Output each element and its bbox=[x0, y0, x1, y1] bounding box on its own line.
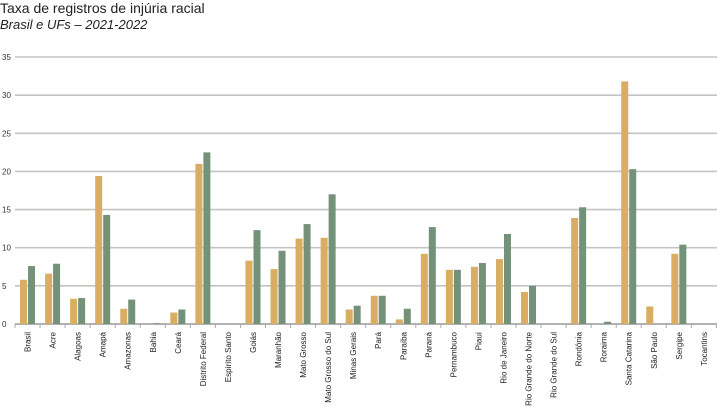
x-category-label: Amapá bbox=[99, 331, 108, 357]
bar-2021-11 bbox=[295, 238, 303, 324]
bar-2022-13 bbox=[353, 305, 361, 324]
x-category-label: Acre bbox=[49, 331, 58, 348]
bar-2021-10 bbox=[270, 269, 278, 324]
bar-2022-18 bbox=[478, 262, 486, 324]
x-category-label: Alagoas bbox=[74, 332, 83, 361]
x-category-label: Bahia bbox=[149, 331, 158, 352]
bar-2021-0 bbox=[20, 279, 28, 324]
x-category-label: Distrito Federal bbox=[199, 332, 208, 386]
y-tick-label: 5 bbox=[2, 282, 7, 291]
bar-2022-3 bbox=[103, 214, 111, 324]
x-category-label: Paraíba bbox=[399, 331, 408, 360]
x-category-label: Rondônia bbox=[575, 331, 584, 366]
bar-2022-1 bbox=[53, 263, 61, 324]
bar-2022-5 bbox=[153, 323, 161, 324]
bar-2021-16 bbox=[420, 253, 428, 324]
bar-2022-20 bbox=[529, 285, 537, 324]
bar-2022-22 bbox=[579, 207, 587, 324]
x-category-label: Ceará bbox=[174, 331, 183, 353]
bar-2021-12 bbox=[320, 237, 328, 324]
x-category-label: Pará bbox=[374, 331, 383, 348]
x-category-label: Goiás bbox=[249, 332, 258, 353]
bar-2022-23 bbox=[604, 321, 612, 324]
bar-2022-10 bbox=[278, 250, 286, 324]
x-category-label: Brasil bbox=[24, 332, 33, 352]
x-category-label: Santa Catarina bbox=[625, 331, 634, 385]
x-category-label: Pernambuco bbox=[449, 331, 458, 377]
y-tick-label: 35 bbox=[2, 53, 11, 62]
y-tick-label: 15 bbox=[2, 206, 11, 215]
bar-2021-19 bbox=[495, 259, 503, 324]
bar-2021-22 bbox=[571, 217, 579, 324]
bar-2021-24 bbox=[621, 81, 629, 324]
x-category-label: Minas Gerais bbox=[349, 332, 358, 379]
bar-2021-14 bbox=[370, 295, 378, 324]
bar-2022-15 bbox=[403, 308, 411, 324]
bar-2022-24 bbox=[629, 169, 637, 324]
bar-2021-25 bbox=[646, 306, 654, 324]
bar-2022-7 bbox=[203, 152, 211, 324]
bar-2021-6 bbox=[170, 312, 178, 324]
y-tick-label: 0 bbox=[2, 320, 7, 329]
bar-2021-3 bbox=[95, 176, 103, 324]
x-category-label: Sergipe bbox=[675, 331, 684, 359]
chart-title: Taxa de registros de injúria racial bbox=[0, 0, 205, 16]
bar-2022-6 bbox=[178, 309, 186, 324]
x-category-label: Paraná bbox=[424, 331, 433, 357]
x-category-label: Mato Grosso bbox=[299, 331, 308, 377]
x-category-label: São Paulo bbox=[650, 331, 659, 368]
y-tick-label: 30 bbox=[2, 91, 11, 100]
bar-2022-26 bbox=[679, 244, 687, 324]
bar-2022-11 bbox=[303, 224, 311, 324]
bar-2022-19 bbox=[503, 233, 511, 324]
bar-2021-4 bbox=[120, 308, 128, 324]
x-category-label: Piauí bbox=[474, 331, 483, 350]
y-tick-label: 20 bbox=[2, 167, 11, 176]
bar-2022-14 bbox=[378, 295, 386, 324]
bar-2021-7 bbox=[195, 163, 203, 324]
bar-2022-2 bbox=[78, 298, 86, 324]
x-category-label: Rio Grande do Norte bbox=[525, 331, 534, 405]
y-tick-label: 25 bbox=[2, 129, 11, 138]
bar-2022-9 bbox=[253, 230, 261, 324]
x-category-label: Rio de Janeiro bbox=[499, 331, 508, 383]
x-category-label: Roraima bbox=[600, 331, 609, 362]
bar-2022-4 bbox=[128, 299, 136, 324]
x-category-label: Maranhão bbox=[274, 331, 283, 368]
x-category-label: Espírito Santo bbox=[224, 331, 233, 382]
bar-2021-2 bbox=[70, 298, 78, 324]
x-category-label: Amazonas bbox=[124, 332, 133, 370]
bar-2021-26 bbox=[671, 253, 679, 324]
bar-2021-20 bbox=[521, 291, 529, 324]
bar-2021-9 bbox=[245, 260, 253, 324]
bar-2021-13 bbox=[345, 309, 353, 324]
bar-2022-12 bbox=[328, 194, 336, 324]
bar-2022-0 bbox=[28, 266, 36, 324]
bar-2021-18 bbox=[470, 266, 478, 324]
x-category-label: Mato Grosso do Sul bbox=[324, 332, 333, 403]
x-category-label: Tocantins bbox=[700, 332, 709, 366]
bar-2021-1 bbox=[45, 273, 53, 324]
y-tick-label: 10 bbox=[2, 244, 11, 253]
bar-2021-17 bbox=[445, 269, 453, 324]
bar-2022-16 bbox=[428, 227, 436, 324]
bar-2021-15 bbox=[395, 319, 403, 324]
bar-2022-17 bbox=[453, 269, 461, 324]
chart-subtitle: Brasil e UFs – 2021-2022 bbox=[0, 17, 148, 32]
x-category-label: Rio Grande do Sul bbox=[550, 332, 559, 398]
